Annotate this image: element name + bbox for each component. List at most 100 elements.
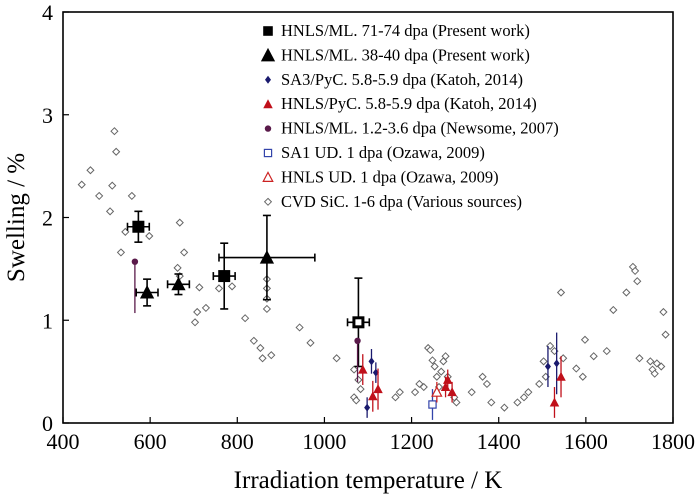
data-point: [201, 303, 211, 313]
series-circle-filled: [131, 258, 361, 382]
data-point: [354, 375, 363, 384]
data-point: [426, 345, 435, 355]
legend-marker: [263, 26, 273, 36]
data-point-center: [355, 319, 362, 326]
data-point: [112, 147, 121, 156]
data-point: [467, 388, 476, 397]
data-point: [609, 305, 618, 315]
x-tick-label: 1000: [302, 429, 346, 454]
data-point: [180, 248, 189, 257]
data-point: [372, 368, 379, 377]
legend-marker: [260, 47, 276, 62]
data-point: [364, 403, 371, 412]
legend: HNLS/ML. 71-74 dpa (Present work) HNLS/ML…: [260, 21, 559, 211]
data-point: [539, 357, 548, 366]
x-tick-label: 1400: [477, 429, 521, 454]
data-point: [267, 351, 276, 360]
data-point: [513, 398, 522, 407]
data-point: [580, 335, 590, 344]
data-point: [572, 364, 581, 373]
data-point: [332, 354, 341, 363]
data-point: [145, 231, 154, 241]
data-point: [487, 398, 496, 407]
data-point: [256, 343, 265, 353]
y-tick-label: 2: [42, 206, 53, 231]
x-tick-label: 600: [134, 429, 167, 454]
data-point: [190, 318, 200, 327]
axis-ticks: 400 600 800 1000 1200 1400 1600 1800 0 1 2 3 4: [42, 0, 695, 454]
data-point: [428, 400, 437, 409]
legend-label: SA3/PyC. 5.8-5.9 dpa (Katoh, 2014): [281, 70, 523, 89]
series-triangle-filled: [358, 354, 566, 418]
data-point: [546, 341, 555, 351]
data-point: [589, 352, 598, 361]
data-point: [646, 357, 655, 366]
data-point: [524, 388, 533, 397]
x-tick-label: 800: [221, 429, 254, 454]
data-point: [249, 336, 258, 345]
data-point: [259, 250, 275, 264]
data-point: [127, 191, 136, 201]
data-point: [432, 372, 441, 381]
data-point: [131, 258, 139, 265]
legend-marker: [265, 75, 271, 84]
data-point: [349, 365, 359, 374]
data-point: [295, 323, 304, 332]
data-point: [430, 362, 439, 371]
data-point: [358, 364, 368, 374]
data-point: [368, 357, 375, 366]
data-point: [193, 307, 202, 317]
data-point: [431, 385, 443, 397]
data-point: [441, 352, 450, 361]
plot-marks: [77, 127, 670, 420]
x-tick-label: 1200: [390, 429, 434, 454]
y-axis-title: Swelling / %: [3, 153, 30, 282]
data-point: [544, 362, 551, 371]
y-tick-label: 3: [42, 103, 53, 128]
data-point: [549, 397, 560, 407]
data-point: [659, 307, 668, 317]
data-point: [108, 181, 117, 190]
data-point: [622, 288, 631, 297]
data-point: [116, 248, 126, 257]
data-point: [535, 379, 544, 389]
legend-label: HNLS/ML. 38-40 dpa (Present work): [281, 45, 530, 64]
y-tick-label: 4: [42, 0, 53, 25]
legend-marker: [262, 171, 274, 182]
legend-marker: [263, 148, 273, 158]
y-tick-label: 1: [42, 308, 53, 333]
data-point: [428, 356, 437, 365]
data-point: [258, 354, 267, 363]
legend-marker: [263, 197, 273, 206]
data-point: [368, 391, 378, 401]
data-point: [227, 282, 237, 291]
data-point: [218, 270, 231, 283]
x-axis-title: Irradiation temperature / K: [234, 467, 503, 494]
data-point: [356, 384, 365, 394]
legend-label: CVD SiC. 1-6 dpa (Various sources): [281, 192, 522, 211]
data-point: [519, 393, 529, 402]
data-point: [633, 277, 642, 286]
data-point: [635, 354, 644, 363]
data-point: [556, 371, 566, 381]
series-diamond-filled: [364, 332, 560, 418]
data-point: [410, 388, 420, 397]
y-tick-label: 0: [42, 411, 53, 436]
data-point: [195, 283, 204, 292]
data-point: [352, 396, 361, 405]
data-point: [105, 207, 115, 216]
data-point: [262, 304, 272, 314]
data-point: [452, 398, 461, 407]
data-point: [171, 276, 186, 291]
data-point: [139, 285, 155, 299]
series-triangle-open: [431, 381, 443, 403]
legend-marker: [263, 99, 273, 109]
data-point: [447, 387, 457, 397]
data-point: [657, 362, 666, 371]
x-tick-label: 1600: [564, 429, 608, 454]
data-point: [578, 372, 587, 381]
data-point: [110, 127, 119, 136]
x-tick-label: 400: [47, 429, 80, 454]
data-point: [95, 191, 104, 201]
